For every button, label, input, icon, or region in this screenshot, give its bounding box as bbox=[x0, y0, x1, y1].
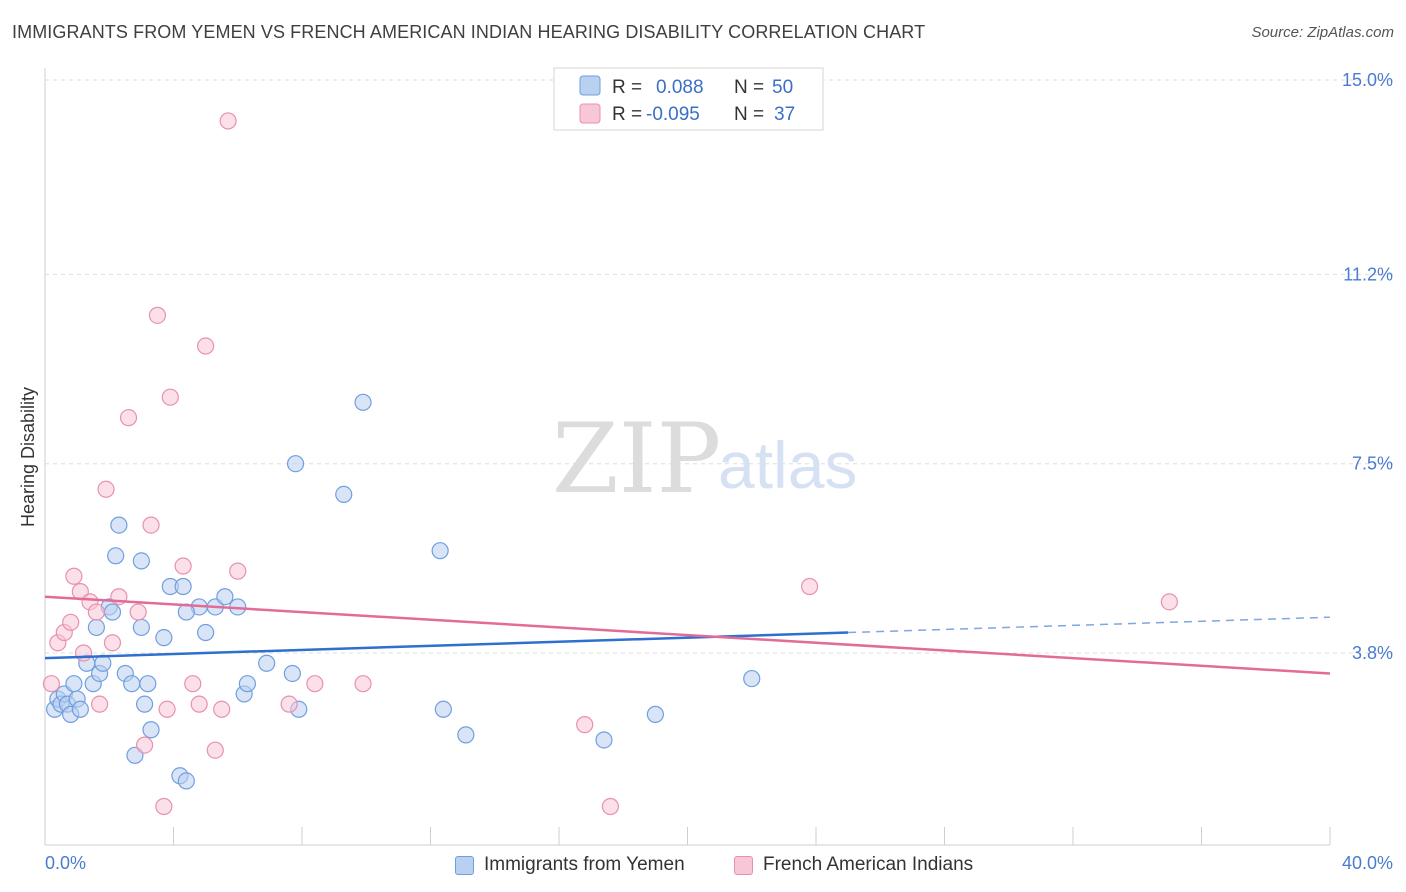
bottom-legend-label-french: French American Indians bbox=[763, 854, 974, 875]
point-yemen bbox=[258, 654, 276, 672]
source-label: Source: ZipAtlas.com bbox=[1251, 24, 1394, 41]
point-french-american-indian bbox=[142, 516, 160, 534]
legend-r-value-2: -0.095 bbox=[646, 104, 700, 125]
x-ticks bbox=[44, 827, 1331, 845]
legend-n-label-1: N = bbox=[734, 77, 764, 98]
point-french-american-indian bbox=[91, 695, 109, 713]
point-french-american-indian bbox=[155, 797, 173, 816]
y-tick-labels: 3.8% 7.5% 11.2% 15.0% bbox=[1342, 70, 1393, 663]
point-yemen bbox=[139, 675, 157, 693]
point-yemen bbox=[135, 695, 154, 713]
point-french-american-indian bbox=[87, 603, 106, 621]
point-french-american-indian bbox=[161, 388, 179, 406]
point-french-american-indian bbox=[103, 634, 122, 652]
y-tick-label: 7.5% bbox=[1352, 454, 1393, 474]
point-yemen bbox=[142, 721, 160, 739]
point-yemen bbox=[197, 623, 215, 642]
point-yemen bbox=[286, 455, 305, 473]
point-french-american-indian bbox=[42, 675, 61, 693]
point-yemen bbox=[71, 700, 89, 718]
x-tick-label-max: 40.0% bbox=[1342, 853, 1393, 873]
point-yemen bbox=[646, 705, 664, 723]
bottom-legend-swatch-yemen bbox=[455, 855, 474, 875]
point-yemen bbox=[595, 731, 613, 749]
point-french-american-indian bbox=[97, 480, 115, 498]
point-yemen bbox=[431, 542, 449, 560]
point-yemen bbox=[132, 618, 150, 637]
point-french-american-indian bbox=[62, 613, 80, 631]
point-yemen bbox=[743, 669, 761, 688]
legend-r-label-1: R = bbox=[612, 77, 642, 98]
legend-swatch-french bbox=[579, 103, 601, 124]
point-yemen bbox=[354, 393, 372, 411]
trend-lines bbox=[44, 595, 1331, 675]
point-yemen bbox=[457, 726, 475, 744]
point-french-american-indian bbox=[576, 716, 594, 734]
point-yemen bbox=[177, 772, 195, 790]
point-french-american-indian bbox=[158, 700, 176, 718]
point-yemen bbox=[174, 577, 192, 596]
bottom-legend-swatch-french bbox=[734, 855, 753, 875]
watermark-atlas: atlas bbox=[718, 428, 857, 502]
bottom-legend-label-yemen: Immigrants from Yemen bbox=[484, 854, 685, 875]
point-french-american-indian bbox=[601, 797, 620, 816]
legend-swatch-yemen bbox=[579, 75, 601, 96]
bottom-legend-item-french: French American Indians bbox=[734, 854, 973, 876]
point-yemen bbox=[216, 588, 234, 606]
point-french-american-indian bbox=[65, 567, 83, 585]
grid-lines bbox=[45, 79, 1393, 654]
point-french-american-indian bbox=[135, 736, 154, 754]
point-french-american-indian bbox=[280, 695, 298, 713]
point-yemen bbox=[65, 675, 83, 693]
point-french-american-indian bbox=[174, 557, 192, 575]
legend-r-value-1: 0.088 bbox=[656, 77, 704, 98]
bottom-legend: Immigrants from Yemen French American In… bbox=[0, 850, 1406, 880]
trend-line-yemen-extension bbox=[848, 616, 1331, 634]
legend-n-value-2: 37 bbox=[774, 104, 795, 125]
point-french-american-indian bbox=[148, 306, 167, 324]
y-tick-label: 3.8% bbox=[1352, 643, 1393, 663]
point-yemen bbox=[107, 547, 125, 565]
point-yemen bbox=[123, 675, 141, 693]
legend-n-label-2: N = bbox=[734, 104, 764, 125]
watermark-zip: ZIP bbox=[552, 403, 721, 515]
legend-n-value-1: 50 bbox=[772, 77, 793, 98]
y-tick-label: 15.0% bbox=[1342, 70, 1393, 90]
point-yemen bbox=[132, 552, 150, 570]
point-french-american-indian bbox=[1160, 593, 1178, 611]
point-french-american-indian bbox=[206, 741, 224, 759]
point-yemen bbox=[155, 629, 173, 647]
point-yemen bbox=[87, 618, 106, 637]
point-french-american-indian bbox=[800, 577, 819, 596]
point-french-american-indian bbox=[197, 337, 215, 355]
legend-r-label-2: R = bbox=[612, 104, 642, 125]
series-yemen bbox=[46, 393, 761, 790]
point-french-american-indian bbox=[74, 644, 93, 662]
y-tick-label: 11.2% bbox=[1343, 264, 1393, 284]
point-yemen bbox=[434, 700, 452, 718]
chart-title: IMMIGRANTS FROM YEMEN VS FRENCH AMERICAN… bbox=[12, 22, 926, 42]
point-yemen bbox=[283, 664, 301, 683]
x-tick-label-min: 0.0% bbox=[45, 853, 86, 873]
point-yemen bbox=[238, 675, 256, 693]
point-french-american-indian bbox=[119, 409, 138, 427]
point-french-american-indian bbox=[354, 675, 372, 693]
point-yemen bbox=[110, 516, 128, 534]
bottom-legend-item-yemen: Immigrants from Yemen bbox=[455, 854, 685, 876]
point-french-american-indian bbox=[229, 562, 247, 580]
point-yemen bbox=[103, 603, 122, 621]
point-french-american-indian bbox=[213, 700, 231, 718]
series-french-american-indian bbox=[42, 112, 1178, 816]
legend-box: R = 0.088 N = 50 R = -0.095 N = 37 bbox=[553, 67, 824, 131]
point-french-american-indian bbox=[219, 112, 237, 130]
trend-line-french-american-indian bbox=[44, 595, 1331, 675]
point-yemen bbox=[335, 485, 353, 504]
y-axis-title: Hearing Disability bbox=[18, 387, 38, 527]
point-french-american-indian bbox=[190, 695, 208, 713]
point-french-american-indian bbox=[129, 603, 147, 621]
point-french-american-indian bbox=[306, 675, 324, 693]
point-french-american-indian bbox=[184, 675, 202, 693]
